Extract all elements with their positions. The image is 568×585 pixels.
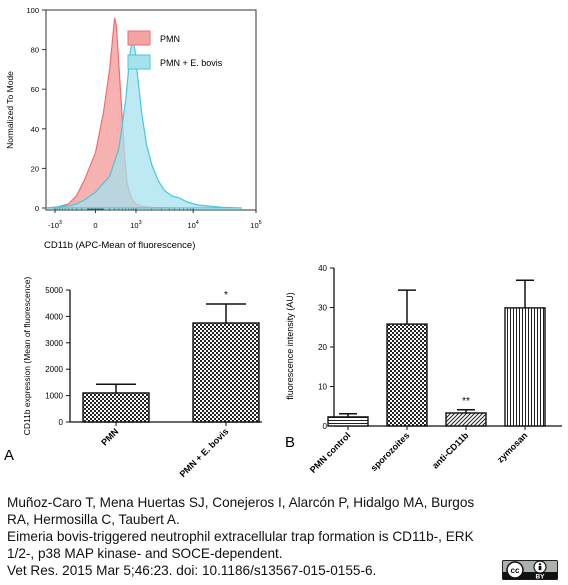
- histogram-y-tick-label: 80: [31, 46, 39, 55]
- panel-b-y-tick-label: 30: [318, 304, 327, 313]
- panel-a-y-tick-label: 4000: [45, 312, 63, 321]
- legend-label-pmn: PMN: [160, 34, 180, 44]
- histogram-y-ticks: 0 20 40 60 80 100: [26, 6, 46, 213]
- histogram-series-pmn-ebovis: [45, 37, 242, 209]
- panel-a-significance-marker: *: [224, 290, 228, 301]
- panel-b-bar: [386, 323, 428, 427]
- panel-b-y-axis-title: fluorescence intensity (AU): [285, 292, 295, 400]
- panel-b-y-ticks: 0 10 20 30 40: [318, 264, 334, 431]
- panel-a-bars: *: [82, 290, 260, 423]
- panel-b-x-tick-label: zymosan: [495, 430, 529, 464]
- panel-b-x-tick-label: PMN control: [308, 430, 353, 475]
- panel-b-y-tick-label: 20: [318, 343, 327, 352]
- panel-b-bar: [327, 416, 369, 427]
- histogram-y-tick-label: 100: [26, 6, 39, 15]
- histogram-x-tick-label: 105: [250, 220, 261, 230]
- citation-title-line-2: 1/2-, p38 MAP kinase- and SOCE-dependent…: [7, 546, 283, 561]
- histogram-x-tick-label: 103: [130, 220, 141, 230]
- histogram-y-tick-label: 60: [31, 85, 39, 94]
- legend-label-pmn-ebovis: PMN + E. bovis: [160, 58, 223, 68]
- citation-authors-line-2: RA, Hermosilla C, Taubert A.: [7, 512, 180, 527]
- panel-a-y-tick-label: 0: [59, 418, 64, 427]
- license-badge-text: BY: [535, 574, 545, 581]
- histogram-x-tick-label: -103: [48, 220, 62, 230]
- panel-b-label: B: [285, 434, 295, 451]
- panel-a-label: A: [4, 447, 14, 464]
- histogram-plot-frame: [45, 9, 257, 211]
- histogram-x-tick-label: 0: [93, 221, 97, 230]
- panel-b-bar: [504, 307, 546, 427]
- citation-block: Muñoz-Caro T, Mena Huertas SJ, Conejeros…: [7, 494, 487, 579]
- histogram-y-tick-label: 40: [31, 125, 39, 134]
- bar-panel-b: 0 10 20 30 40 ** PMN control sporozoites anti-…: [285, 264, 562, 475]
- panel-b-x-tick-label: sporozoites: [369, 430, 412, 473]
- histogram-y-axis-title: Normalized To Mode: [5, 71, 15, 149]
- histogram-y-tick-label: 0: [35, 204, 39, 213]
- panel-a-y-tick-label: 5000: [45, 286, 63, 295]
- panel-b-y-tick-label: 40: [318, 264, 327, 273]
- histogram-x-axis-title: CD11b (APC-Mean of fluorescence): [44, 240, 195, 251]
- panel-a-x-tick-label: PMN: [99, 426, 120, 447]
- legend-swatch-pmn: [127, 30, 151, 46]
- panel-b-y-tick-label: 10: [318, 383, 327, 392]
- panel-a-y-ticks: 0 1000 2000 3000 4000 5000: [45, 286, 70, 427]
- panel-b-x-labels: PMN control sporozoites anti-CD11b zymosan: [308, 426, 529, 475]
- histogram-legend: PMN PMN + E. bovis: [127, 30, 223, 70]
- histogram-panel: 0 20 40 60 80 100 -103 0 103 104 105 Normalized T…: [5, 6, 262, 251]
- histogram-x-ticks: -103 0 103 104 105: [48, 208, 262, 230]
- legend-swatch-pmn-ebovis: [127, 54, 151, 70]
- panel-a-bar: [82, 392, 150, 423]
- histogram-x-tick-label: 104: [187, 220, 198, 230]
- panel-a-y-tick-label: 3000: [45, 339, 63, 348]
- cc-icon: cc: [506, 561, 524, 579]
- panel-a-x-labels: PMN PMN + E. bovis: [99, 422, 230, 479]
- citation-authors-line-1: Muñoz-Caro T, Mena Huertas SJ, Conejeros…: [7, 495, 475, 510]
- panel-a-bar: [192, 322, 260, 423]
- panel-b-y-tick-label: 0: [323, 422, 328, 431]
- panel-b-x-tick-label: anti-CD11b: [430, 430, 471, 471]
- svg-text:cc: cc: [511, 566, 520, 575]
- panel-a-x-tick-label: PMN + E. bovis: [178, 426, 231, 479]
- panel-a-y-tick-label: 2000: [45, 365, 63, 374]
- panel-a-y-tick-label: 1000: [45, 392, 63, 401]
- attribution-icon: [533, 560, 547, 574]
- histogram-series: [45, 17, 242, 209]
- cc-by-license-badge: cc BY: [502, 560, 558, 581]
- panel-b-bar: [445, 412, 487, 427]
- panel-b-bars: **: [327, 279, 546, 427]
- histogram-y-tick-label: 20: [31, 164, 39, 173]
- citation-title-line-1: Eimeria bovis-triggered neutrophil extra…: [7, 529, 474, 544]
- panel-a-y-axis-title: CD11b expression (Mean of fluorescence): [22, 277, 32, 436]
- citation-reference: Vet Res. 2015 Mar 5;46:23. doi: 10.1186/…: [7, 563, 377, 578]
- bar-panel-a: 0 1000 2000 3000 4000 5000 * PMN PMN + E. bovi…: [4, 277, 262, 479]
- panel-b-significance-marker: **: [462, 396, 470, 407]
